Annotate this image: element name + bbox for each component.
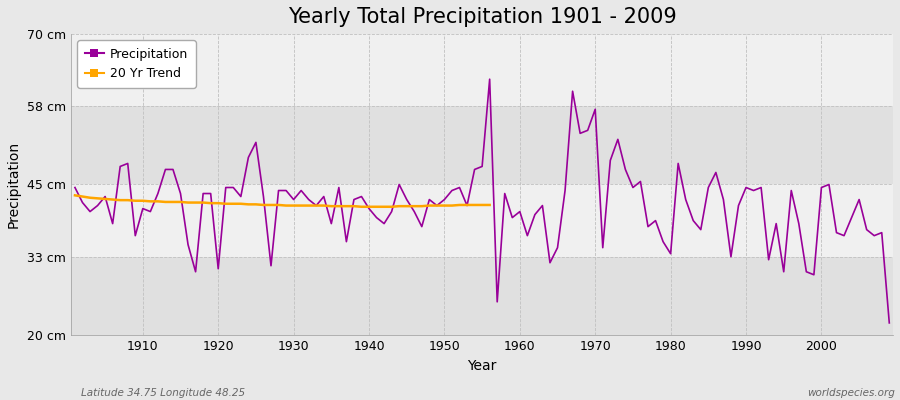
Y-axis label: Precipitation: Precipitation: [7, 141, 21, 228]
Title: Yearly Total Precipitation 1901 - 2009: Yearly Total Precipitation 1901 - 2009: [288, 7, 677, 27]
Bar: [71, 184, 893, 257]
Bar: [71, 106, 893, 184]
Bar: [71, 34, 893, 106]
Legend: Precipitation, 20 Yr Trend: Precipitation, 20 Yr Trend: [77, 40, 195, 88]
Bar: [71, 257, 893, 335]
Text: Latitude 34.75 Longitude 48.25: Latitude 34.75 Longitude 48.25: [81, 388, 245, 398]
Text: worldspecies.org: worldspecies.org: [807, 388, 896, 398]
X-axis label: Year: Year: [467, 359, 497, 373]
